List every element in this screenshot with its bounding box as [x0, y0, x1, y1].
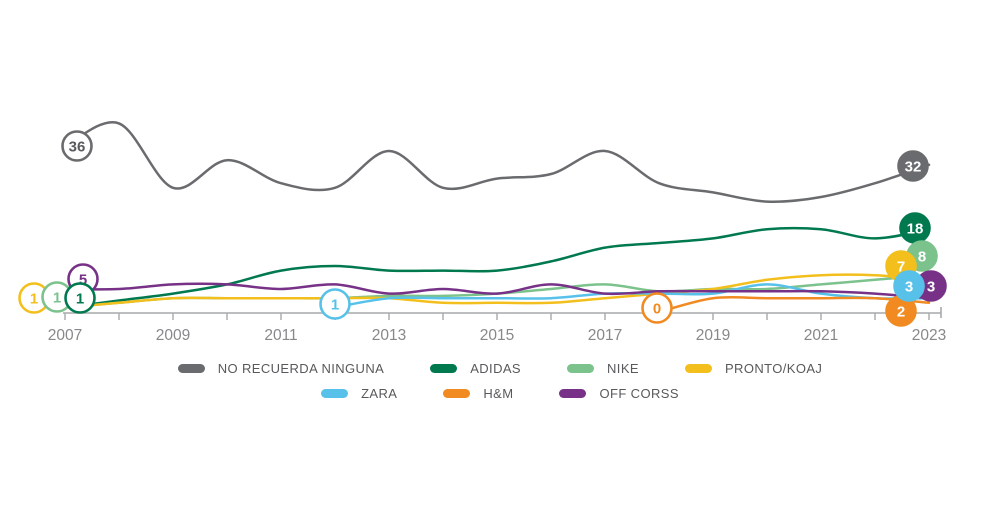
x-axis-label: 2013: [372, 327, 406, 344]
value-bubble-label: 36: [69, 138, 86, 155]
value-bubble-circle: [61, 130, 93, 162]
series-line-pronto-koaj: [63, 273, 931, 309]
legend-item-zara: ZARA: [321, 386, 397, 401]
start-marker-adidas: 1: [64, 282, 96, 314]
value-bubble-circle: [641, 292, 673, 324]
value-bubble-label: 1: [53, 289, 61, 306]
series-line-adidas: [63, 226, 931, 309]
value-bubble-circle: [319, 288, 351, 320]
x-axis-label: 2017: [588, 327, 622, 344]
value-bubble-label: 18: [907, 220, 924, 237]
x-axis-label: 2023: [912, 327, 946, 344]
legend-swatch-nike: [567, 364, 595, 373]
start-marker-h-m: 0: [641, 292, 673, 324]
legend-swatch-pronto-koaj: [684, 364, 712, 373]
series-line-h-m: [657, 295, 931, 314]
value-bubble-circle: [897, 150, 929, 182]
series-line-off-corss: [63, 282, 931, 300]
value-bubble-label: 1: [76, 290, 84, 307]
end-marker-h-m: 2: [885, 295, 917, 327]
legend-label: ADIDAS: [470, 361, 522, 376]
legend-item-h-m: H&M: [443, 386, 513, 401]
legend-item-off-corss: OFF CORSS: [559, 386, 679, 401]
value-bubble-label: 0: [653, 300, 661, 317]
legend-swatch-h-m: [443, 389, 471, 398]
start-marker-no-recuerda-ninguna: 36: [61, 130, 93, 162]
legend-swatch-adidas: [430, 364, 458, 373]
value-bubble-label: 3: [927, 278, 935, 295]
legend-row-1: NO RECUERDA NINGUNA ADIDAS NIKE PRONTO/KOAJ: [0, 361, 1000, 376]
value-bubble-label: 1: [30, 290, 38, 307]
value-bubble-label: 32: [905, 158, 922, 175]
legend-swatch-no-recuerda-ninguna: [177, 364, 205, 373]
x-axis-label: 2007: [48, 327, 82, 344]
legend-row-2: ZARA H&M OFF CORSS: [0, 386, 1000, 401]
legend-label: H&M: [483, 386, 514, 401]
value-bubble-label: 5: [79, 271, 87, 288]
legend-label: NIKE: [607, 361, 639, 376]
value-bubble-label: 3: [905, 278, 913, 295]
legend-label: OFF CORSS: [599, 386, 679, 401]
value-bubble-label: 7: [897, 258, 905, 275]
legend-label: NO RECUERDA NINGUNA: [217, 361, 385, 376]
value-bubble-circle: [64, 282, 96, 314]
legend-item-pronto-koaj: PRONTO/KOAJ: [684, 361, 823, 376]
value-bubble-label: 1: [331, 296, 339, 313]
start-marker-zara: 1: [319, 288, 351, 320]
value-bubble-circle: [893, 270, 925, 302]
value-bubble-label: 2: [897, 303, 905, 320]
x-axis-label: 2011: [264, 327, 297, 344]
chart-legend: NO RECUERDA NINGUNA ADIDAS NIKE PRONTO/KOAJ…: [0, 361, 1000, 401]
legend-item-no-recuerda-ninguna: NO RECUERDA NINGUNA: [177, 361, 385, 376]
x-axis-label: 2019: [696, 327, 730, 344]
legend-label: PRONTO/KOAJ: [724, 361, 823, 376]
series-line-no-recuerda-ninguna: [63, 121, 931, 204]
value-bubble-label: 8: [918, 248, 926, 265]
legend-item-nike: NIKE: [567, 361, 639, 376]
legend-item-adidas: ADIDAS: [430, 361, 521, 376]
x-axis-label: 2009: [156, 327, 190, 344]
x-axis-label: 2021: [804, 327, 838, 344]
legend-swatch-off-corss: [559, 389, 587, 398]
end-marker-adidas: 18: [899, 212, 931, 244]
end-marker-no-recuerda-ninguna: 32: [897, 150, 929, 182]
x-axis-label: 2015: [480, 327, 514, 344]
legend-label: ZARA: [361, 386, 398, 401]
end-marker-zara: 3: [893, 270, 925, 302]
legend-swatch-zara: [321, 389, 349, 398]
